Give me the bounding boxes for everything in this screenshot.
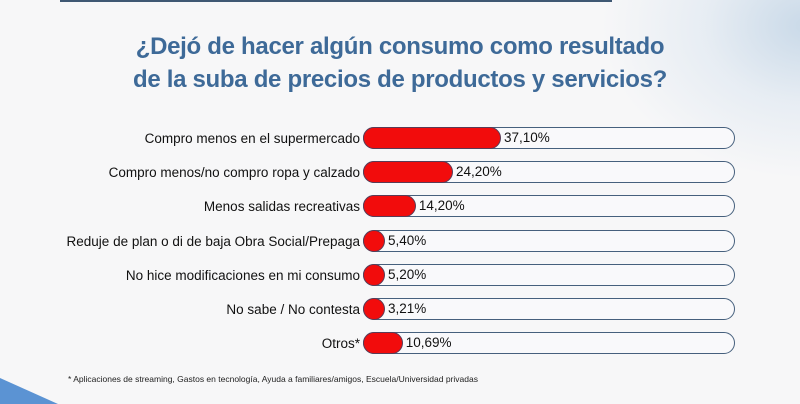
bar xyxy=(363,263,385,286)
bar-row: Menos salidas recreativas 14,20% xyxy=(0,195,800,219)
value-label: 10,69% xyxy=(405,335,452,351)
bar-row: Compro menos en el supermercado 37,10% xyxy=(0,127,800,151)
value-label: 5,20% xyxy=(388,266,427,282)
title-line-1: ¿Dejó de hacer algún consumo como result… xyxy=(135,33,665,60)
bar xyxy=(363,298,385,320)
bar-row: Compro menos/no compro ropa y calzado 24,… xyxy=(0,161,800,185)
bar-row: No sabe / No contesta 3,21% xyxy=(0,298,800,322)
bar xyxy=(363,127,501,149)
top-rule xyxy=(60,0,612,2)
category-label: Otros* xyxy=(321,336,360,352)
chart-title: ¿Dejó de hacer algún consumo como result… xyxy=(0,30,800,96)
value-label: 14,20% xyxy=(418,198,465,214)
corner-accent xyxy=(0,378,58,404)
value-label: 3,21% xyxy=(388,301,427,316)
category-label: No hice modificaciones en mi consumo xyxy=(125,267,360,283)
bar-row: Reduje de plan o di de baja Obra Social/… xyxy=(0,229,800,254)
bar xyxy=(363,332,403,355)
value-label: 5,40% xyxy=(388,232,427,248)
category-label: Menos salidas recreativas xyxy=(203,199,360,215)
category-label: Compro menos en el supermercado xyxy=(144,131,360,146)
bar xyxy=(363,161,454,184)
category-label: Compro menos/no compro ropa y calzado xyxy=(108,165,360,181)
value-label: 24,20% xyxy=(456,164,502,180)
value-label: 37,10% xyxy=(504,130,550,145)
bar xyxy=(363,229,385,252)
bar-row: No hice modificaciones en mi consumo 5,20… xyxy=(0,263,800,288)
bar xyxy=(363,195,416,218)
category-label: No sabe / No contesta xyxy=(226,302,360,317)
category-label: Reduje de plan o di de baja Obra Social/… xyxy=(66,233,360,249)
background-glow xyxy=(600,0,800,180)
bar-row: Otros* 10,69% xyxy=(0,332,800,356)
footnote: * Aplicaciones de streaming, Gastos en t… xyxy=(68,374,478,384)
title-line-2: de la suba de precios de productos y ser… xyxy=(132,66,668,93)
